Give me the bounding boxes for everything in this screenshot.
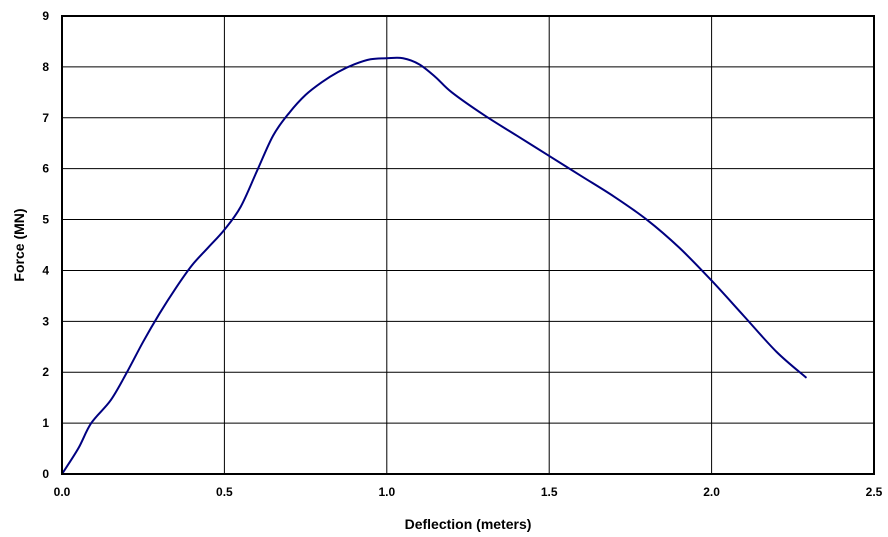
y-axis-title: Force (MN) — [11, 208, 27, 281]
x-tick-labels: 0.0 0.5 1.0 1.5 2.0 2.5 — [54, 485, 883, 499]
x-tick-label: 0.5 — [216, 485, 233, 499]
y-tick-label: 0 — [42, 467, 49, 481]
x-tick-label: 2.5 — [866, 485, 883, 499]
plot-area-frame — [61, 15, 875, 475]
y-tick-label: 9 — [42, 9, 49, 23]
y-tick-label: 6 — [42, 162, 49, 176]
y-tick-label: 5 — [42, 213, 49, 227]
series-line-0 — [61, 56, 807, 475]
y-tick-label: 1 — [42, 416, 49, 430]
y-tick-label: 4 — [42, 263, 49, 277]
x-axis-title: Deflection (meters) — [405, 516, 532, 532]
y-tick-label: 2 — [42, 365, 49, 379]
y-tick-label: 7 — [42, 111, 49, 125]
x-tick-label: 1.5 — [541, 485, 558, 499]
y-tick-labels: 0 1 2 3 4 5 6 7 8 9 — [42, 9, 49, 481]
series-layer — [61, 56, 807, 475]
x-tick-label: 0.0 — [54, 485, 71, 499]
y-tick-label: 3 — [42, 314, 49, 328]
y-tick-label: 8 — [42, 60, 49, 74]
x-tick-label: 2.0 — [703, 485, 720, 499]
x-tick-label: 1.0 — [378, 485, 395, 499]
